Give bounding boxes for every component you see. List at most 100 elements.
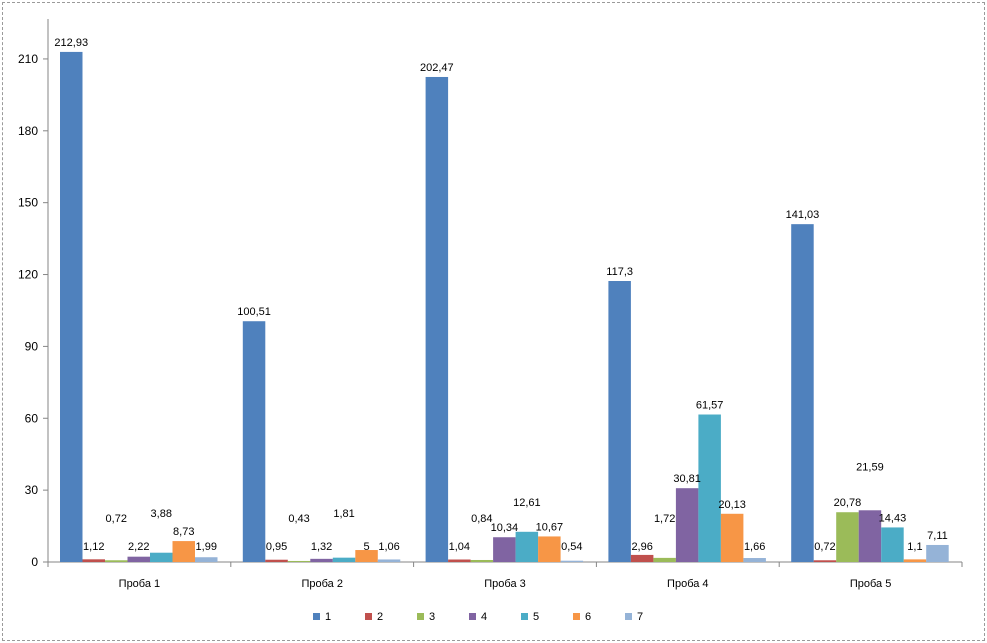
data-label: 14,43 [879, 512, 907, 524]
data-label: 1,99 [196, 541, 217, 553]
data-label: 1,32 [311, 541, 332, 553]
bar-series-4 [675, 488, 699, 562]
x-category-label: Проба 3 [484, 578, 525, 590]
data-label: 100,51 [237, 306, 271, 318]
x-category-label: Проба 5 [850, 578, 891, 590]
data-label: 0,72 [106, 513, 127, 525]
bar-series-2 [448, 559, 471, 562]
bar-series-4 [127, 556, 150, 562]
bar-series-7 [743, 558, 766, 562]
data-label: 1,06 [378, 541, 399, 553]
data-label: 1,12 [83, 541, 104, 553]
bar-series-5 [515, 531, 539, 562]
y-tick-label: 180 [18, 124, 38, 138]
data-label: 20,78 [834, 497, 862, 509]
data-label: 2,96 [631, 541, 652, 553]
bar-series-2 [630, 554, 654, 562]
legend-swatch-7 [625, 613, 632, 620]
legend-label-5: 5 [533, 611, 539, 623]
data-label: 10,67 [536, 521, 564, 533]
legend-swatch-2 [365, 613, 372, 620]
data-label: 0,72 [814, 541, 835, 553]
y-tick-label: 150 [18, 196, 38, 210]
chart-bars [60, 51, 949, 563]
bar-series-7 [195, 557, 218, 562]
bar-series-5 [881, 527, 904, 562]
legend-label-6: 6 [585, 611, 591, 623]
data-label: 2,22 [128, 541, 149, 553]
legend-swatch-5 [521, 613, 528, 620]
data-label: 141,03 [786, 209, 820, 221]
bar-series-7 [926, 544, 949, 562]
bar-series-5 [698, 414, 721, 562]
bar-series-1 [242, 321, 266, 562]
y-tick-label: 60 [25, 411, 39, 425]
bar-series-3 [836, 512, 859, 562]
bar-series-6 [172, 541, 195, 562]
data-label: 0,84 [471, 513, 492, 525]
bar-series-3 [653, 557, 676, 562]
bar-series-3 [105, 560, 128, 562]
bar-series-6 [538, 536, 561, 562]
bar-series-6 [903, 559, 927, 562]
bar-series-6 [355, 550, 378, 562]
bar-series-5 [332, 557, 356, 562]
legend-swatch-6 [573, 613, 580, 620]
data-label: 3,88 [151, 508, 172, 520]
data-label: 8,73 [173, 526, 194, 538]
chart-axes: 0 30 60 90 120 150 180 210 [18, 19, 963, 569]
bar-series-1 [791, 224, 814, 563]
data-label: 0,95 [266, 541, 287, 553]
bar-series-2 [82, 559, 105, 562]
data-label: 1,72 [654, 513, 675, 525]
data-label: 0,43 [288, 513, 309, 525]
bar-series-3 [470, 559, 494, 562]
chart-data-labels: 212,93 100,51 202,47 117,3 141,03 1,12 0,95 1,0… [54, 37, 947, 553]
chart-legend: 1 2 3 4 5 6 7 [313, 611, 643, 623]
x-category-label: Проба 4 [667, 578, 708, 590]
legend-label-3: 3 [429, 611, 435, 623]
data-label: 202,47 [420, 62, 454, 74]
legend-swatch-4 [469, 613, 476, 620]
bar-series-2 [265, 559, 288, 562]
legend-label-1: 1 [325, 611, 331, 623]
bar-series-2 [813, 560, 837, 562]
data-label: 7,11 [927, 530, 948, 542]
data-label: 1,66 [744, 541, 765, 553]
legend-label-4: 4 [481, 611, 487, 623]
data-label: 1,81 [333, 508, 354, 520]
bar-series-3 [287, 560, 311, 562]
bar-series-1 [425, 76, 449, 562]
legend-swatch-3 [417, 613, 424, 620]
data-label: 12,61 [513, 497, 541, 509]
data-label: 21,59 [856, 461, 884, 473]
bar-series-5 [150, 552, 173, 562]
data-label: 10,34 [491, 522, 519, 534]
y-tick-label: 210 [18, 52, 38, 66]
bar-series-7 [560, 560, 584, 562]
data-label: 30,81 [673, 473, 701, 485]
x-category-label: Проба 2 [301, 578, 342, 590]
bar-series-4 [493, 537, 516, 562]
y-tick-label: 30 [25, 483, 39, 497]
bar-series-1 [608, 281, 631, 562]
bar-series-6 [720, 513, 744, 562]
bar-series-4 [310, 558, 333, 562]
chart-category-labels: Проба 1 Проба 2 Проба 3 Проба 4 Проба 5 [119, 578, 892, 590]
data-label: 61,57 [696, 400, 724, 412]
bar-series-1 [60, 51, 83, 562]
bar-series-4 [858, 510, 882, 562]
bar-series-7 [377, 559, 401, 562]
data-label: 5 [363, 541, 369, 553]
y-tick-label: 120 [18, 268, 38, 282]
data-label: 0,54 [561, 541, 582, 553]
data-label: 117,3 [606, 266, 633, 278]
x-category-label: Проба 1 [119, 578, 160, 590]
data-label: 20,13 [718, 499, 746, 511]
y-tick-label: 90 [25, 339, 39, 353]
data-label: 212,93 [54, 37, 88, 49]
data-label: 1,1 [907, 541, 922, 553]
legend-swatch-1 [313, 613, 320, 620]
